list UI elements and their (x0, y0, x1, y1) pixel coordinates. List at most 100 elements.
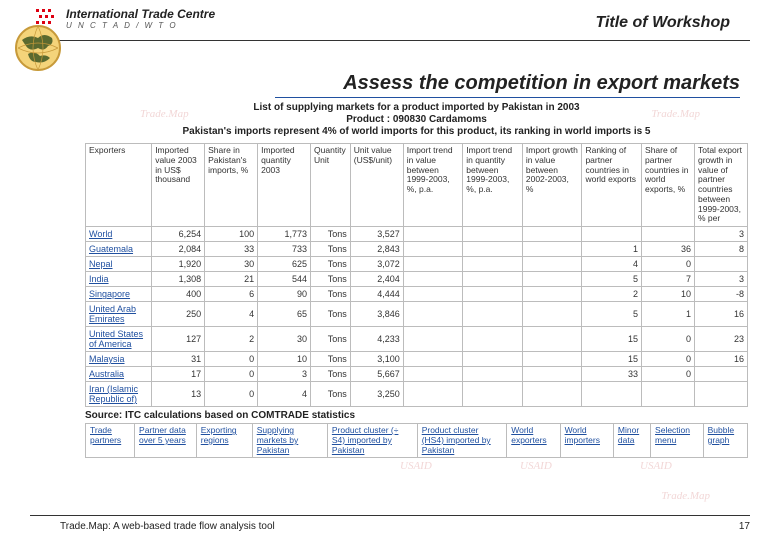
table-cell: 16 (694, 352, 747, 367)
table-cell: 1 (582, 242, 642, 257)
column-header: Exporters (86, 144, 152, 227)
table-cell (522, 257, 582, 272)
table-cell: 8 (694, 242, 747, 257)
exporter-link[interactable]: Singapore (86, 287, 152, 302)
table-cell (522, 382, 582, 407)
table-cell: 3,072 (350, 257, 403, 272)
table-cell: 6,254 (152, 227, 205, 242)
table-cell: 30 (205, 257, 258, 272)
exporter-link[interactable]: United States of America (86, 327, 152, 352)
exporter-link[interactable]: United Arab Emirates (86, 302, 152, 327)
table-cell: 1,773 (258, 227, 311, 242)
table-cell (694, 382, 747, 407)
table-cell: 625 (258, 257, 311, 272)
watermark: Trade.Map (661, 490, 710, 502)
table-cell (403, 257, 463, 272)
links-table: Trade partnersPartner data over 5 yearsE… (85, 423, 748, 458)
table-cell: 2 (205, 327, 258, 352)
table-cell: 30 (258, 327, 311, 352)
table-row: Malaysia31010Tons3,10015016 (86, 352, 748, 367)
nav-link[interactable]: Selection menu (651, 424, 704, 458)
table-cell (463, 367, 523, 382)
supplying-line: List of supplying markets for a product … (85, 102, 748, 113)
table-cell: 4 (582, 257, 642, 272)
table-cell: 33 (205, 242, 258, 257)
table-cell (463, 327, 523, 352)
table-cell: 127 (152, 327, 205, 352)
table-cell (403, 367, 463, 382)
table-cell: 4 (258, 382, 311, 407)
exporter-link[interactable]: Iran (Islamic Republic of) (86, 382, 152, 407)
table-cell: Tons (311, 302, 351, 327)
data-table: ExportersImported value 2003 in US$ thou… (85, 143, 748, 407)
watermark: USAID (640, 460, 672, 472)
column-header: Import trend in value between 1999-2003,… (403, 144, 463, 227)
table-cell: 21 (205, 272, 258, 287)
table-cell (463, 227, 523, 242)
table-cell: 2 (582, 287, 642, 302)
table-cell: 0 (642, 327, 695, 352)
nav-link[interactable]: World exporters (507, 424, 560, 458)
table-cell (642, 227, 695, 242)
exporter-link[interactable]: Nepal (86, 257, 152, 272)
table-cell (522, 367, 582, 382)
nav-link[interactable]: Minor data (613, 424, 650, 458)
table-cell: Tons (311, 287, 351, 302)
table-cell: 0 (205, 352, 258, 367)
column-header: Share of partner countries in world expo… (642, 144, 695, 227)
column-header: Import trend in quantity between 1999-20… (463, 144, 523, 227)
column-header: Share in Pakistan's imports, % (205, 144, 258, 227)
table-row: Australia1703Tons5,667330 (86, 367, 748, 382)
nav-link[interactable]: Bubble graph (703, 424, 747, 458)
exporter-link[interactable]: India (86, 272, 152, 287)
exporter-link[interactable]: Guatemala (86, 242, 152, 257)
nav-link[interactable]: Partner data over 5 years (135, 424, 197, 458)
exporter-link[interactable]: Malaysia (86, 352, 152, 367)
page-number: 17 (739, 521, 750, 532)
table-cell (522, 327, 582, 352)
table-cell: Tons (311, 257, 351, 272)
table-cell: 1,308 (152, 272, 205, 287)
table-row: India1,30821544Tons2,404573 (86, 272, 748, 287)
table-row: United Arab Emirates250465Tons3,8465116 (86, 302, 748, 327)
table-cell: 3 (258, 367, 311, 382)
table-cell: 3 (694, 227, 747, 242)
table-cell: 2,404 (350, 272, 403, 287)
header-rule (30, 40, 750, 41)
table-cell: 100 (205, 227, 258, 242)
table-cell (522, 302, 582, 327)
globe-icon (14, 24, 62, 72)
watermark: USAID (520, 460, 552, 472)
table-cell: 2,084 (152, 242, 205, 257)
table-cell (463, 287, 523, 302)
nav-link[interactable]: Product cluster (÷ S4) imported by Pakis… (327, 424, 417, 458)
table-cell (463, 352, 523, 367)
table-cell: 15 (582, 327, 642, 352)
links-row: Trade partnersPartner data over 5 yearsE… (86, 424, 748, 458)
exporter-link[interactable]: World (86, 227, 152, 242)
table-cell (522, 272, 582, 287)
table-cell: 33 (582, 367, 642, 382)
table-cell: 23 (694, 327, 747, 352)
table-cell (463, 257, 523, 272)
table-cell (403, 302, 463, 327)
watermark: USAID (400, 460, 432, 472)
table-cell (403, 382, 463, 407)
table-cell: 6 (205, 287, 258, 302)
column-header: Ranking of partner countries in world ex… (582, 144, 642, 227)
table-cell: 400 (152, 287, 205, 302)
report-content: List of supplying markets for a product … (85, 102, 748, 458)
nav-link[interactable]: Supplying markets by Pakistan (252, 424, 327, 458)
table-row: Guatemala2,08433733Tons2,8431368 (86, 242, 748, 257)
table-cell (582, 382, 642, 407)
table-cell (522, 227, 582, 242)
nav-link[interactable]: Trade partners (86, 424, 135, 458)
nav-link[interactable]: Exporting regions (196, 424, 252, 458)
exporter-link[interactable]: Australia (86, 367, 152, 382)
table-cell (522, 352, 582, 367)
nav-link[interactable]: World importers (560, 424, 613, 458)
brand-title: International Trade Centre (66, 7, 215, 21)
table-cell (463, 302, 523, 327)
table-cell: 0 (205, 382, 258, 407)
nav-link[interactable]: Product cluster (HS4) imported by Pakist… (417, 424, 507, 458)
